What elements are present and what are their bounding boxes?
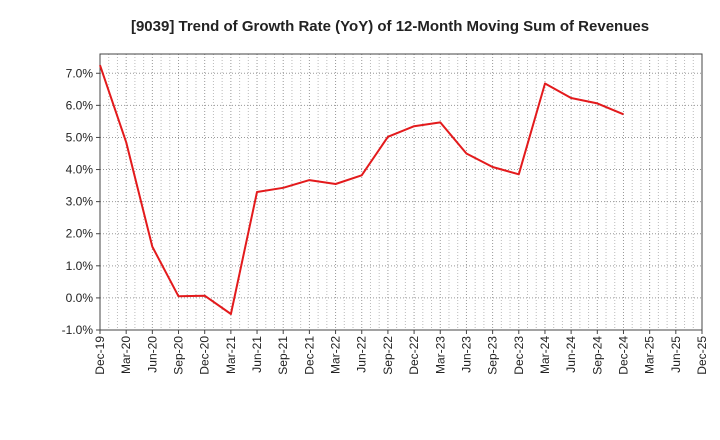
x-tick-label: Sep-23	[486, 336, 500, 375]
x-tick-label: Jun-20	[145, 336, 159, 373]
grid-lines	[100, 54, 702, 331]
x-tick-label: Dec-21	[302, 336, 316, 375]
y-tick-label: 7.0%	[66, 66, 94, 80]
x-tick-label: Sep-21	[276, 336, 290, 375]
x-tick-label: Jun-21	[250, 336, 264, 373]
x-tick-label: Mar-23	[433, 336, 447, 374]
x-tick-label: Mar-24	[538, 336, 552, 374]
x-tick-label: Dec-24	[616, 336, 630, 375]
x-tick-label: Dec-20	[198, 336, 212, 375]
x-tick-label: Dec-22	[407, 336, 421, 375]
x-tick-label: Sep-24	[590, 336, 604, 375]
y-axis: -1.0% 0.0% 1.0% 2.0% 3.0% 4.0% 5.0% 6.0% 7.0%	[62, 66, 100, 337]
y-tick-label: -1.0%	[62, 323, 94, 337]
series-group	[99, 64, 624, 315]
x-tick-label: Jun-24	[564, 336, 578, 373]
y-tick-label: 6.0%	[66, 98, 94, 112]
y-tick-label: 1.0%	[66, 259, 94, 273]
x-tick-label: Jun-22	[355, 336, 369, 373]
x-tick-label: Dec-19	[93, 336, 107, 375]
y-tick-label: 4.0%	[66, 163, 94, 177]
x-tick-label: Mar-22	[329, 336, 343, 374]
y-tick-label: 0.0%	[66, 291, 94, 305]
x-tick-label: Dec-25	[695, 336, 709, 375]
x-tick-label: Sep-22	[381, 336, 395, 375]
x-tick-label: Mar-21	[224, 336, 238, 374]
series-line-0	[99, 64, 624, 315]
x-tick-label: Jun-25	[669, 336, 683, 373]
y-tick-label: 3.0%	[66, 195, 94, 209]
x-tick-label: Sep-20	[172, 336, 186, 375]
chart-title: [9039] Trend of Growth Rate (YoY) of 12-…	[131, 18, 649, 35]
x-tick-label: Mar-25	[643, 336, 657, 374]
x-tick-label: Dec-23	[512, 336, 526, 375]
x-tick-label: Mar-20	[119, 336, 133, 374]
plot-area	[99, 53, 703, 331]
x-tick-label: Jun-23	[459, 336, 473, 373]
y-tick-label: 5.0%	[66, 130, 94, 144]
y-tick-label: 2.0%	[66, 227, 94, 241]
x-axis: Dec-19 Mar-20 Jun-20 Sep-20 Dec-20 Mar-21 Jun-…	[93, 330, 709, 375]
